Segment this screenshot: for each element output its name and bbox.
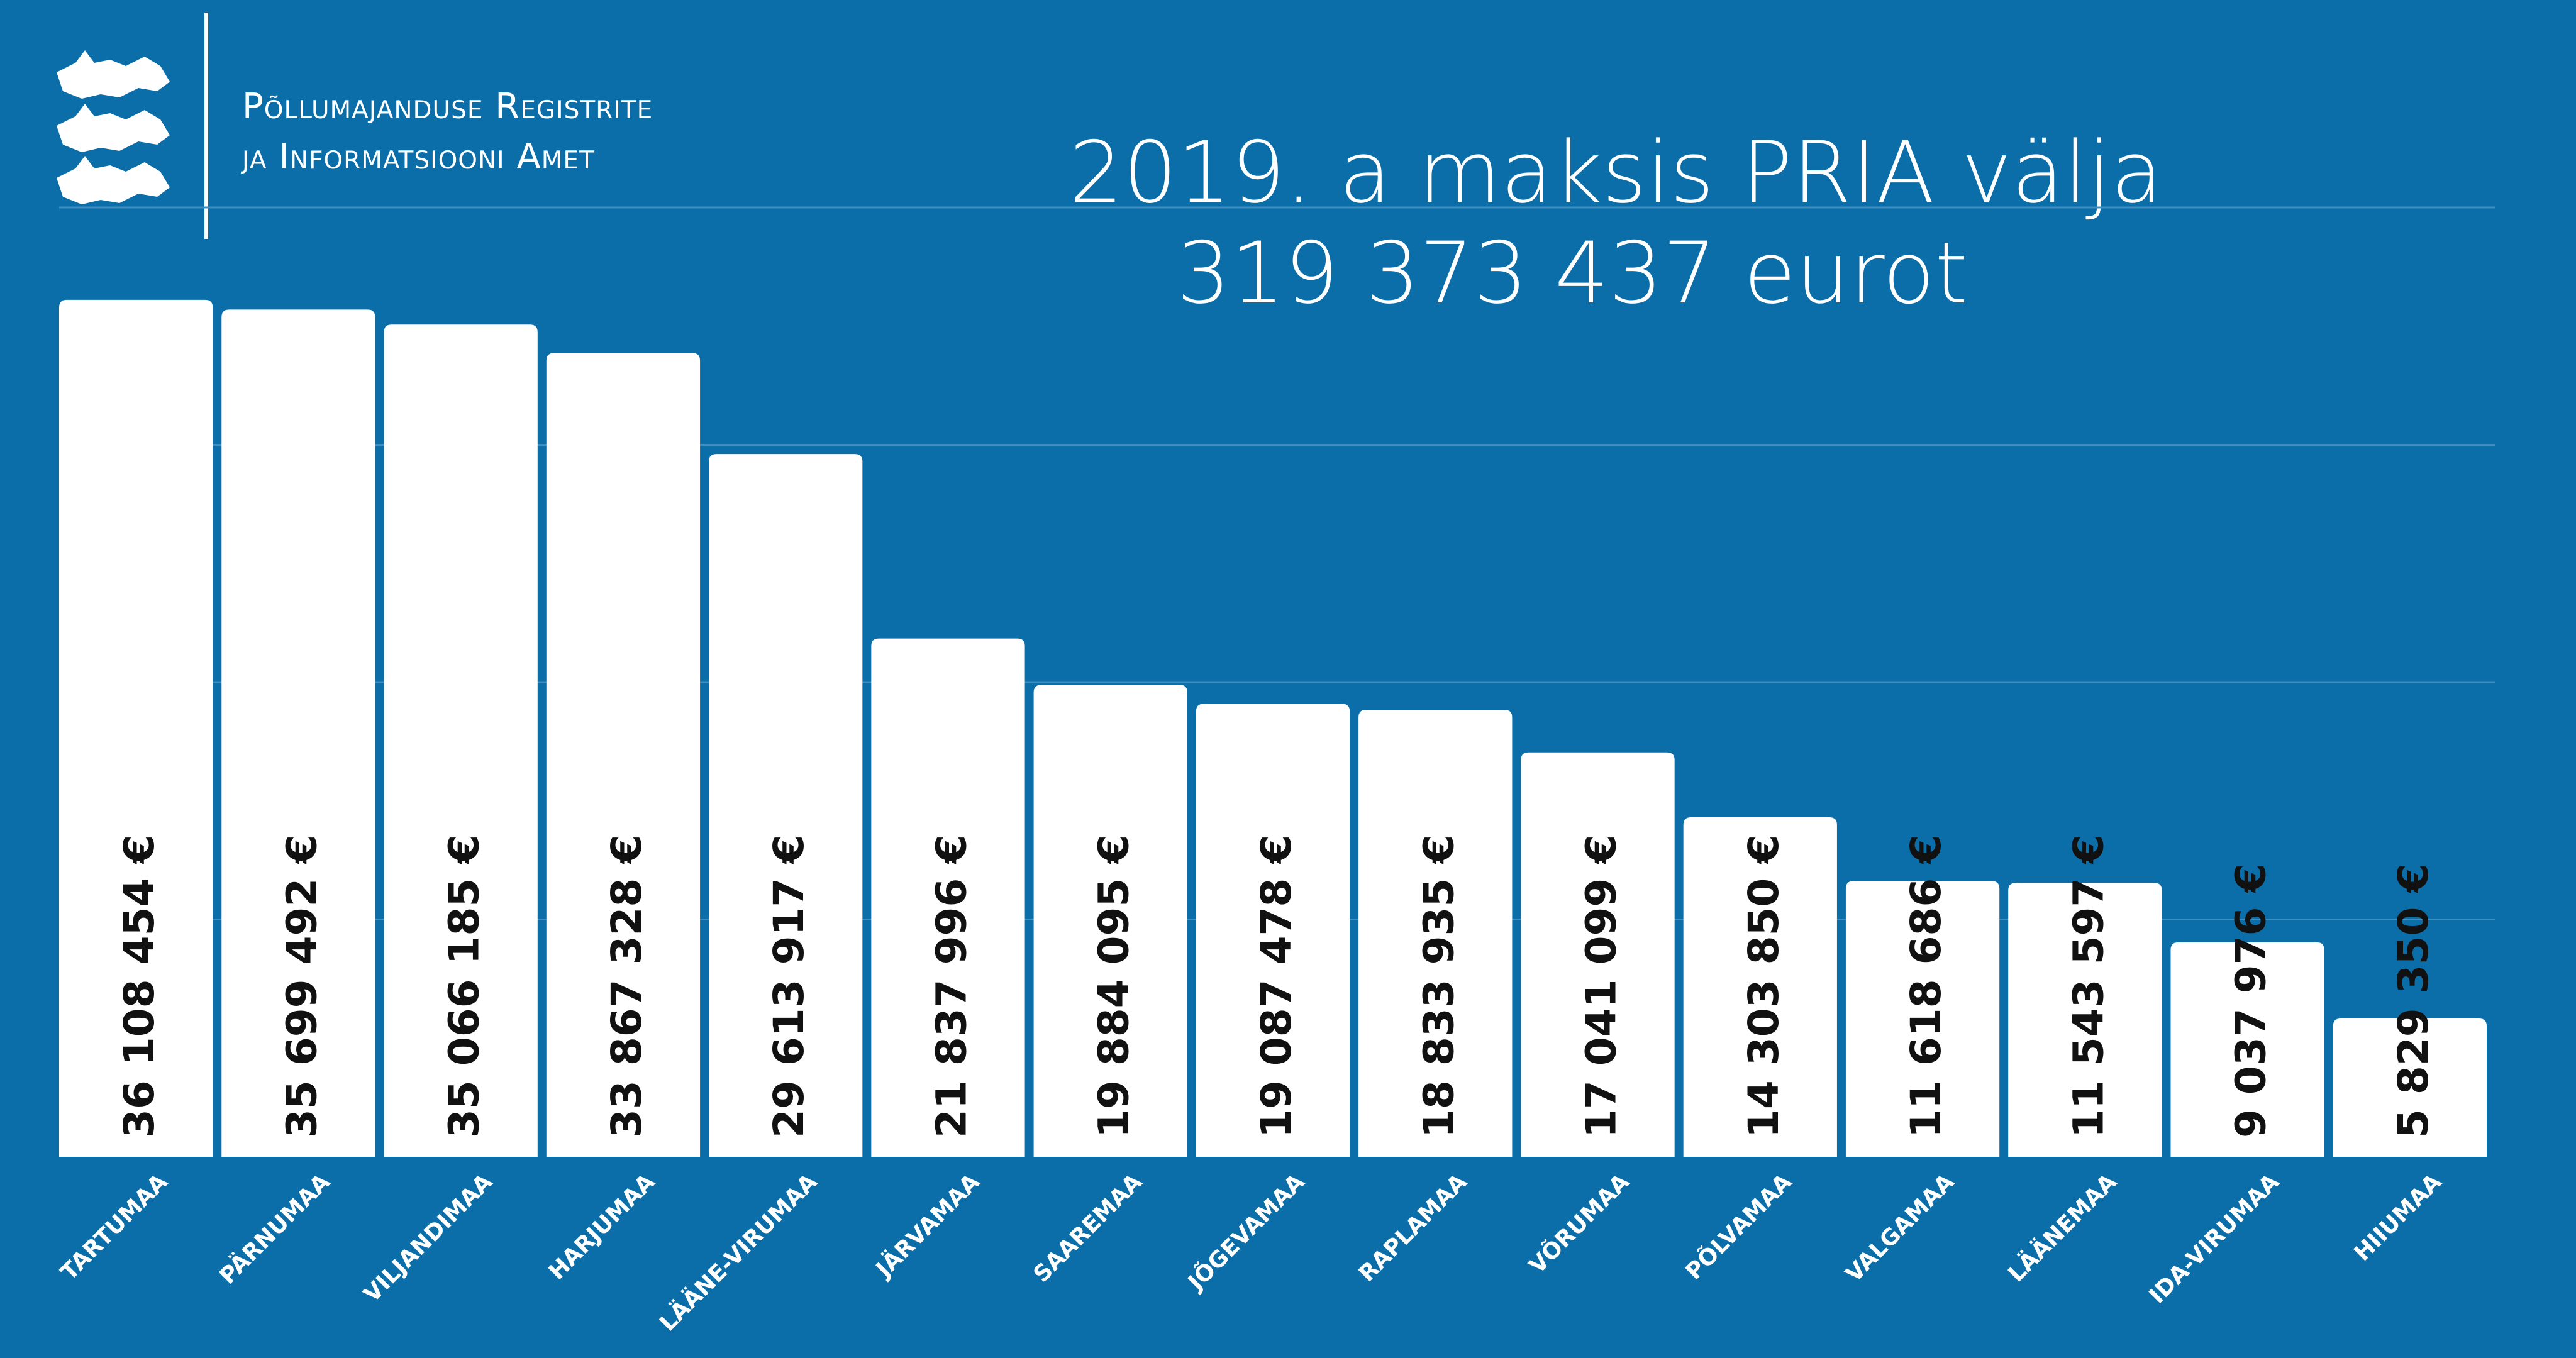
bar-value-label: 35 699 492 € <box>277 835 326 1138</box>
category-label: RAPLAMAA <box>1354 1169 1472 1287</box>
header-divider <box>204 13 208 239</box>
bar-value-label: 21 837 996 € <box>927 835 975 1138</box>
org-name-line-2: ja Informatsiooni Amet <box>242 136 595 177</box>
bar-value-label: 33 867 328 € <box>602 835 651 1138</box>
bar-value-label: 18 833 935 € <box>1414 835 1463 1138</box>
bar <box>1521 752 1675 1157</box>
bar <box>871 638 1025 1157</box>
category-label: PÄRNUMAA <box>214 1169 335 1289</box>
bar <box>2170 942 2324 1157</box>
bar <box>2008 883 2162 1157</box>
bar <box>546 353 701 1157</box>
bar <box>1196 704 1350 1157</box>
bar-value-label: 17 041 099 € <box>1577 835 1626 1138</box>
bar <box>1845 881 2000 1157</box>
headline-total: 319 373 437 eurot <box>1176 224 1968 323</box>
headline: 2019. a maksis PRIA välja 319 373 437 eu… <box>1069 123 2163 324</box>
category-label: VÕRUMAA <box>1524 1169 1635 1279</box>
category-label: IDA-VIRUMAA <box>2145 1169 2284 1308</box>
organization-name: Põllumajanduse Registrite ja Informatsio… <box>242 82 653 182</box>
three-lions-coat-of-arms-icon <box>57 50 170 204</box>
bar-value-label: 35 066 185 € <box>440 835 489 1138</box>
category-label: JÕGEVAMAA <box>1182 1169 1310 1297</box>
category-label: LÄÄNE-VIRUMAA <box>655 1169 823 1337</box>
bar-value-label: 9 037 976 € <box>2227 864 2275 1138</box>
bar <box>1358 710 1513 1157</box>
bar-value-label: 19 884 095 € <box>1090 835 1138 1138</box>
headline-line-1: 2019. a maksis PRIA välja <box>1069 123 2163 222</box>
bar-value-label: 5 829 350 € <box>2389 864 2438 1138</box>
bar <box>2333 1018 2487 1157</box>
category-label: PÕLVAMAA <box>1680 1169 1797 1285</box>
bar-value-label: 19 087 478 € <box>1252 835 1301 1138</box>
bar-value-label: 29 613 917 € <box>765 835 813 1138</box>
bar-value-label: 14 303 850 € <box>1740 835 1788 1138</box>
bar-value-label: 11 618 686 € <box>1902 835 1950 1138</box>
bar-value-label: 11 543 597 € <box>2064 835 2112 1138</box>
category-label: SAAREMAA <box>1029 1169 1148 1288</box>
bar-value-label: 36 108 454 € <box>115 835 164 1138</box>
category-label: VILJANDIMAA <box>359 1169 497 1307</box>
bar <box>221 309 375 1157</box>
category-label: JÄRVAMAA <box>870 1169 985 1284</box>
bar <box>59 299 213 1157</box>
category-label: HARJUMAA <box>544 1169 660 1285</box>
category-label: HIIUMAA <box>2350 1169 2447 1266</box>
bar <box>1033 685 1187 1157</box>
bar <box>709 454 863 1157</box>
bar <box>384 324 538 1157</box>
bar <box>1683 817 1837 1157</box>
category-label: VALGAMAA <box>1841 1169 1959 1287</box>
org-name-line-1: Põllumajanduse Registrite <box>242 86 653 127</box>
category-label: TARTUMAA <box>56 1169 172 1285</box>
category-label: LÄÄNEMAA <box>2003 1169 2122 1288</box>
